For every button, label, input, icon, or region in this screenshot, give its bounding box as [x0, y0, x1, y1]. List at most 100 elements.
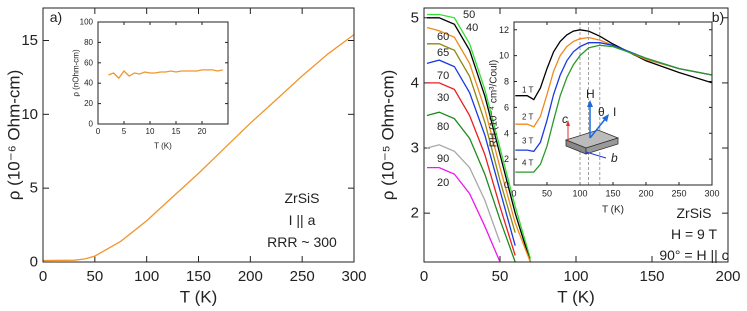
y-tick-label: 5 — [30, 180, 38, 197]
y-tick-label: 8 — [504, 77, 509, 87]
y-tick-label: 2 — [504, 154, 509, 164]
series-label: 60 — [437, 31, 449, 43]
y-tick-label: 60 — [84, 58, 93, 67]
x-tick-label: 250 — [290, 268, 315, 285]
annotation: H = 9 T — [671, 226, 717, 242]
x-tick-label: 100 — [134, 268, 159, 285]
data-line — [427, 82, 516, 256]
y-tick-label: 0 — [30, 254, 38, 271]
series-label: 3 T — [522, 137, 534, 146]
x-tick-label: 200 — [638, 189, 653, 199]
x-axis-label: T (K) — [154, 142, 172, 151]
data-line — [427, 166, 501, 262]
y-tick-label: 15 — [21, 32, 38, 49]
x-axis-label: T (K) — [557, 288, 594, 307]
inset-background — [98, 22, 228, 124]
x-tick-label: 200 — [238, 268, 263, 285]
annotation: ZrSiS — [677, 205, 712, 221]
plot-frame — [423, 7, 729, 263]
diagram-label: θ — [598, 105, 605, 119]
panel: 0 5 10 15 20 0 20 40 60 80 100 T (K) ρ (nOhm-cm) — [72, 18, 229, 151]
x-tick-label: 300 — [704, 189, 719, 199]
y-tick-label: 6 — [504, 102, 509, 112]
y-tick-label: 3 — [411, 140, 419, 157]
y-tick-label: 20 — [84, 99, 93, 108]
y-axis-label: ρ (10⁻⁵ Ohm-cm) — [379, 70, 398, 201]
series-label: 2 T — [522, 113, 534, 122]
plot-frame — [42, 7, 355, 263]
data-line — [43, 34, 354, 262]
x-tick-label: 100 — [563, 268, 588, 285]
field-geometry-diagram — [564, 100, 620, 159]
x-tick-label: 0 — [420, 268, 428, 285]
x-axis-label: T (K) — [180, 288, 217, 307]
x-tick-label: 150 — [639, 268, 664, 285]
diagram-label: b — [611, 151, 618, 165]
inset-background — [514, 22, 712, 185]
data-line — [427, 17, 532, 262]
x-tick-label: 15 — [172, 127, 181, 136]
x-tick-label: 5 — [122, 127, 127, 136]
y-tick-label: 4 — [411, 74, 419, 91]
plot-frame — [513, 21, 713, 186]
y-axis-label: RH (10⁻⁴ cm³/Coul) — [489, 60, 500, 147]
data-line — [426, 111, 516, 262]
x-tick-label: 100 — [572, 189, 587, 199]
y-tick-label: 4 — [504, 128, 509, 138]
series-label: 4 T — [522, 159, 534, 168]
series-label: 1 T — [522, 86, 534, 95]
panel-label: a) — [50, 9, 62, 25]
annotation: ZrSiS — [285, 190, 320, 206]
series-label: 65 — [437, 47, 449, 59]
x-tick-label: 0 — [39, 268, 47, 285]
panel-label: b) — [712, 9, 724, 25]
y-tick-label: 80 — [84, 38, 93, 47]
y-tick-label: 10 — [499, 51, 509, 61]
series-label: 90 — [437, 153, 449, 165]
x-tick-label: 200 — [715, 268, 740, 285]
plot-frame — [97, 21, 229, 125]
data-line — [427, 13, 532, 259]
diagram-label: H — [586, 87, 595, 101]
x-tick-label: 0 — [511, 189, 516, 199]
x-tick-label: 50 — [492, 268, 509, 285]
data-line — [427, 43, 516, 233]
y-tick-label: 2 — [411, 205, 419, 222]
data-line — [108, 69, 223, 80]
x-tick-label: 150 — [605, 189, 620, 199]
x-axis-label: T (K) — [602, 205, 624, 216]
x-tick-label: 300 — [341, 268, 366, 285]
data-line — [426, 26, 532, 262]
x-tick-label: 20 — [198, 127, 207, 136]
annotation: 90° = H || c — [659, 247, 728, 263]
y-tick-label: 5 — [411, 9, 419, 26]
x-tick-label: 50 — [542, 189, 552, 199]
x-tick-label: 150 — [186, 268, 211, 285]
series-label: 70 — [437, 70, 449, 82]
x-tick-label: 0 — [96, 127, 101, 136]
diagram-label: I — [613, 105, 616, 119]
panel: 0 50 100 150 200 250 300 0 2 4 6 8 10 12 T (K) RH (10⁻⁴… — [489, 21, 720, 216]
y-axis-label: ρ (nOhm-cm) — [72, 49, 81, 97]
series-label: 20 — [437, 177, 449, 189]
series-label: 80 — [437, 121, 449, 133]
y-tick-label: 40 — [84, 79, 93, 88]
y-tick-label: 100 — [80, 18, 94, 27]
y-tick-label: 12 — [499, 25, 509, 35]
x-tick-label: 250 — [671, 189, 686, 199]
series-label: 50 — [463, 9, 475, 21]
y-tick-label: 0 — [504, 180, 509, 190]
x-tick-label: 50 — [86, 268, 103, 285]
y-tick-label: 10 — [21, 106, 38, 123]
data-line — [515, 44, 712, 173]
y-axis-label: ρ (10⁻⁶ Ohm-cm) — [5, 70, 24, 200]
data-line — [426, 144, 501, 243]
series-label: 30 — [437, 92, 449, 104]
series-label: 40 — [466, 22, 478, 34]
data-line — [426, 59, 516, 246]
diagram-label: c — [562, 112, 568, 126]
x-tick-label: 10 — [146, 127, 155, 136]
